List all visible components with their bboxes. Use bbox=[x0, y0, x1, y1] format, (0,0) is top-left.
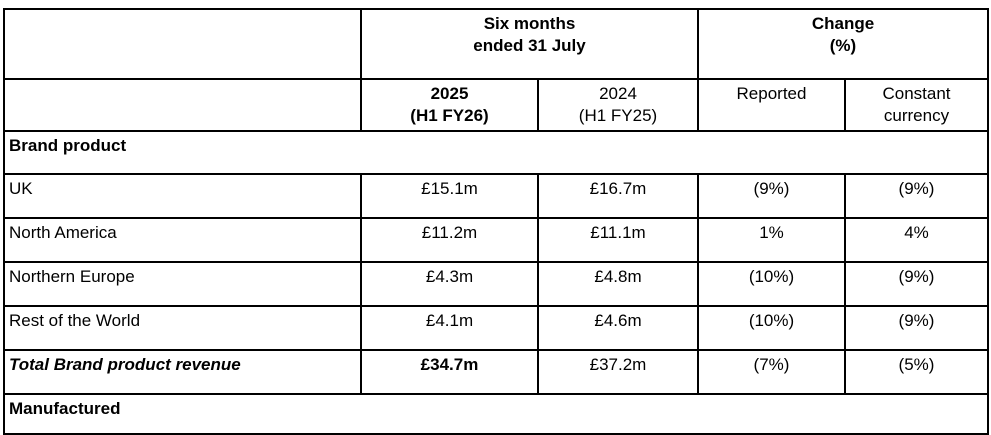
column-header-constant-currency: Constant currency bbox=[844, 78, 989, 132]
column-header-row: 2025 (H1 FY26) 2024 (H1 FY25) Reported C… bbox=[3, 78, 989, 132]
column-header-reported: Reported bbox=[697, 78, 846, 132]
total-value-reported: (7%) bbox=[697, 349, 846, 395]
value-2025: £4.3m bbox=[360, 261, 539, 307]
column-header-2025: 2025 (H1 FY26) bbox=[360, 78, 539, 132]
value-2024: £4.6m bbox=[537, 305, 699, 351]
total-value-2025: £34.7m bbox=[360, 349, 539, 395]
value-constant: (9%) bbox=[844, 305, 989, 351]
value-2025: £4.1m bbox=[360, 305, 539, 351]
value-2024: £16.7m bbox=[537, 173, 699, 219]
value-2025: £15.1m bbox=[360, 173, 539, 219]
value-constant: 4% bbox=[844, 217, 989, 263]
section-label: Brand product bbox=[3, 130, 989, 175]
value-reported: 1% bbox=[697, 217, 846, 263]
value-reported: (10%) bbox=[697, 305, 846, 351]
value-2024: £4.8m bbox=[537, 261, 699, 307]
row-label: UK bbox=[3, 173, 362, 219]
table-row-rest-of-world: Rest of the World £4.1m £4.6m (10%) (9%) bbox=[3, 305, 989, 351]
change-group-header: Change (%) bbox=[697, 8, 989, 80]
row-label: North America bbox=[3, 217, 362, 263]
total-value-constant: (5%) bbox=[844, 349, 989, 395]
value-constant: (9%) bbox=[844, 173, 989, 219]
value-reported: (9%) bbox=[697, 173, 846, 219]
total-value-2024: £37.2m bbox=[537, 349, 699, 395]
row-label: Rest of the World bbox=[3, 305, 362, 351]
value-constant: (9%) bbox=[844, 261, 989, 307]
value-2025: £11.2m bbox=[360, 217, 539, 263]
column-header-2024: 2024 (H1 FY25) bbox=[537, 78, 699, 132]
financial-results-table: Six months ended 31 July Change (%) 2025… bbox=[3, 8, 989, 435]
section-row-manufactured-clipped: Manufactured bbox=[3, 393, 989, 435]
corner-empty-cell bbox=[3, 8, 362, 80]
value-reported: (10%) bbox=[697, 261, 846, 307]
section-label: Manufactured bbox=[3, 393, 989, 435]
value-2024: £11.1m bbox=[537, 217, 699, 263]
header-group-row: Six months ended 31 July Change (%) bbox=[3, 8, 989, 80]
table-row-north-america: North America £11.2m £11.1m 1% 4% bbox=[3, 217, 989, 263]
table-row-uk: UK £15.1m £16.7m (9%) (9%) bbox=[3, 173, 989, 219]
section-row-brand-product: Brand product bbox=[3, 130, 989, 175]
table-row-northern-europe: Northern Europe £4.3m £4.8m (10%) (9%) bbox=[3, 261, 989, 307]
total-row: Total Brand product revenue £34.7m £37.2… bbox=[3, 349, 989, 395]
row-label: Northern Europe bbox=[3, 261, 362, 307]
header-empty-cell bbox=[3, 78, 362, 132]
period-group-header: Six months ended 31 July bbox=[360, 8, 699, 80]
total-row-label: Total Brand product revenue bbox=[3, 349, 362, 395]
